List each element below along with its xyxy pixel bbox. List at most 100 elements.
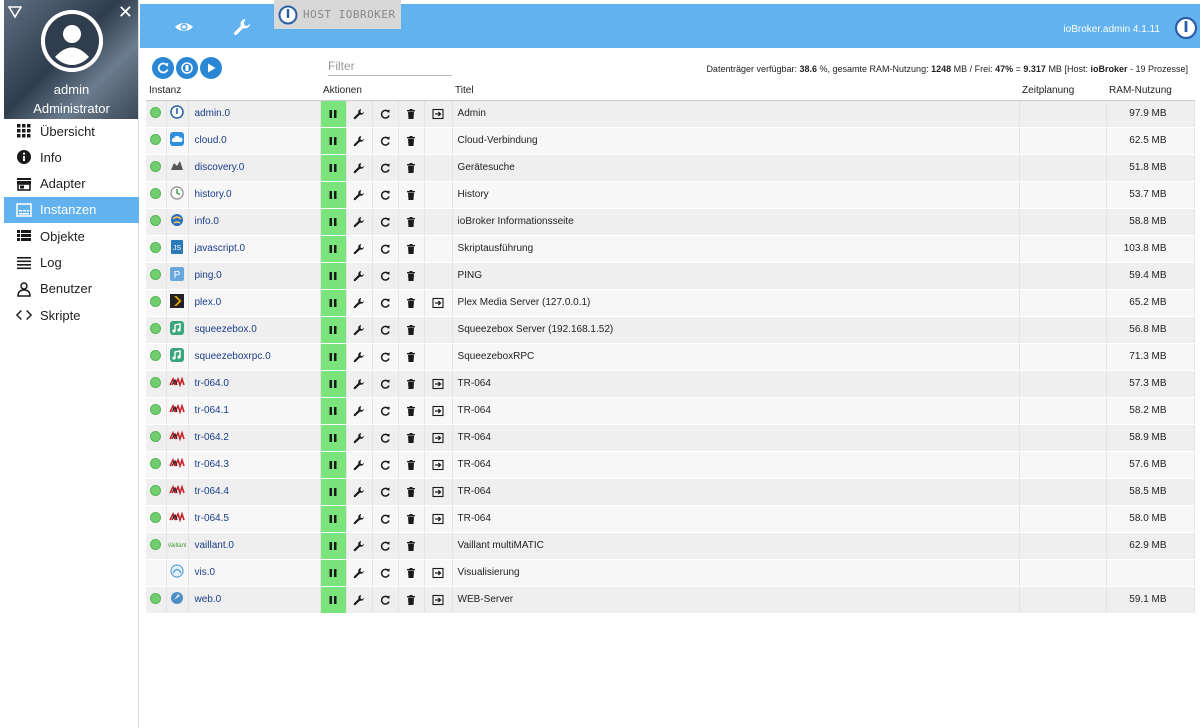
instance-name[interactable]: admin.0 bbox=[188, 100, 321, 128]
instance-name[interactable]: tr-064.5 bbox=[188, 505, 321, 533]
delete-button[interactable] bbox=[398, 424, 425, 452]
settings-button[interactable] bbox=[346, 370, 373, 398]
reload-button[interactable] bbox=[372, 235, 399, 263]
sidebar-item-grid[interactable]: Übersicht bbox=[4, 118, 139, 144]
pause-button[interactable] bbox=[320, 289, 347, 317]
settings-button[interactable] bbox=[346, 235, 373, 263]
settings-button[interactable] bbox=[346, 451, 373, 479]
sidebar-item-store[interactable]: Adapter bbox=[4, 171, 139, 197]
pause-button[interactable] bbox=[320, 181, 347, 209]
pause-button[interactable] bbox=[320, 316, 347, 344]
instance-name[interactable]: cloud.0 bbox=[188, 127, 321, 155]
delete-button[interactable] bbox=[398, 235, 425, 263]
reload-button[interactable] bbox=[372, 397, 399, 425]
reload-button[interactable] bbox=[372, 505, 399, 533]
instance-name[interactable]: discovery.0 bbox=[188, 154, 321, 182]
reload-button[interactable] bbox=[372, 181, 399, 209]
settings-button[interactable] bbox=[346, 316, 373, 344]
reload-button[interactable] bbox=[372, 478, 399, 506]
open-link-button[interactable] bbox=[424, 424, 453, 452]
instance-name[interactable]: javascript.0 bbox=[188, 235, 321, 263]
instance-name[interactable]: ping.0 bbox=[188, 262, 321, 290]
settings-button[interactable] bbox=[346, 397, 373, 425]
sidebar-item-code[interactable]: Skripte bbox=[4, 302, 139, 328]
open-link-button[interactable] bbox=[424, 559, 453, 587]
reload-button[interactable] bbox=[372, 451, 399, 479]
pause-button[interactable] bbox=[320, 532, 347, 560]
settings-button[interactable] bbox=[346, 208, 373, 236]
reload-button[interactable] bbox=[372, 559, 399, 587]
instance-name[interactable]: web.0 bbox=[188, 586, 321, 614]
sidebar-item-user[interactable]: Benutzer bbox=[4, 276, 139, 302]
reload-button[interactable] bbox=[372, 208, 399, 236]
header-schedule[interactable]: Zeitplanung bbox=[1019, 82, 1107, 101]
open-link-button[interactable] bbox=[424, 100, 453, 128]
reload-button[interactable] bbox=[372, 586, 399, 614]
reload-button[interactable] bbox=[372, 343, 399, 371]
host-tab[interactable]: HOST IOBROKER bbox=[274, 0, 401, 29]
delete-button[interactable] bbox=[398, 478, 425, 506]
reload-button[interactable] bbox=[372, 532, 399, 560]
delete-button[interactable] bbox=[398, 100, 425, 128]
pause-button[interactable] bbox=[320, 262, 347, 290]
delete-button[interactable] bbox=[398, 586, 425, 614]
settings-button[interactable] bbox=[346, 262, 373, 290]
delete-button[interactable] bbox=[398, 532, 425, 560]
delete-button[interactable] bbox=[398, 505, 425, 533]
settings-button[interactable] bbox=[346, 343, 373, 371]
refresh-button[interactable] bbox=[152, 57, 174, 79]
instance-name[interactable]: squeezeboxrpc.0 bbox=[188, 343, 321, 371]
settings-button[interactable] bbox=[346, 505, 373, 533]
delete-button[interactable] bbox=[398, 262, 425, 290]
pause-button[interactable] bbox=[320, 559, 347, 587]
instance-name[interactable]: tr-064.0 bbox=[188, 370, 321, 398]
eye-icon[interactable] bbox=[173, 16, 195, 38]
pause-button[interactable] bbox=[320, 127, 347, 155]
menu-toggle-icon[interactable] bbox=[8, 5, 22, 19]
settings-button[interactable] bbox=[346, 478, 373, 506]
header-instance[interactable]: Instanz bbox=[146, 82, 320, 101]
pause-button[interactable] bbox=[320, 370, 347, 398]
instance-name[interactable]: vaillant.0 bbox=[188, 532, 321, 560]
reload-button[interactable] bbox=[372, 154, 399, 182]
settings-button[interactable] bbox=[346, 586, 373, 614]
instance-name[interactable]: plex.0 bbox=[188, 289, 321, 317]
pause-button[interactable] bbox=[320, 478, 347, 506]
open-link-button[interactable] bbox=[424, 586, 453, 614]
open-link-button[interactable] bbox=[424, 289, 453, 317]
settings-button[interactable] bbox=[346, 100, 373, 128]
pause-button[interactable] bbox=[320, 397, 347, 425]
pause-button[interactable] bbox=[320, 424, 347, 452]
delete-button[interactable] bbox=[398, 181, 425, 209]
reload-button[interactable] bbox=[372, 316, 399, 344]
delete-button[interactable] bbox=[398, 451, 425, 479]
settings-button[interactable] bbox=[346, 289, 373, 317]
pause-button[interactable] bbox=[320, 235, 347, 263]
sidebar-item-instances[interactable]: Instanzen bbox=[4, 196, 139, 223]
reload-button[interactable] bbox=[372, 370, 399, 398]
wrench-icon[interactable] bbox=[231, 16, 253, 38]
delete-button[interactable] bbox=[398, 316, 425, 344]
pause-button[interactable] bbox=[320, 100, 347, 128]
instance-name[interactable]: tr-064.2 bbox=[188, 424, 321, 452]
instance-name[interactable]: tr-064.1 bbox=[188, 397, 321, 425]
settings-button[interactable] bbox=[346, 532, 373, 560]
instance-name[interactable]: info.0 bbox=[188, 208, 321, 236]
instance-name[interactable]: history.0 bbox=[188, 181, 321, 209]
delete-button[interactable] bbox=[398, 559, 425, 587]
reload-button[interactable] bbox=[372, 100, 399, 128]
pause-button[interactable] bbox=[320, 451, 347, 479]
restart-all-button[interactable] bbox=[176, 57, 198, 79]
play-button[interactable] bbox=[200, 57, 222, 79]
sidebar-item-list[interactable]: Objekte bbox=[4, 223, 139, 249]
reload-button[interactable] bbox=[372, 127, 399, 155]
reload-button[interactable] bbox=[372, 424, 399, 452]
open-link-button[interactable] bbox=[424, 478, 453, 506]
instance-name[interactable]: tr-064.4 bbox=[188, 478, 321, 506]
delete-button[interactable] bbox=[398, 208, 425, 236]
delete-button[interactable] bbox=[398, 343, 425, 371]
settings-button[interactable] bbox=[346, 181, 373, 209]
open-link-button[interactable] bbox=[424, 451, 453, 479]
filter-input[interactable] bbox=[328, 57, 452, 76]
pause-button[interactable] bbox=[320, 208, 347, 236]
